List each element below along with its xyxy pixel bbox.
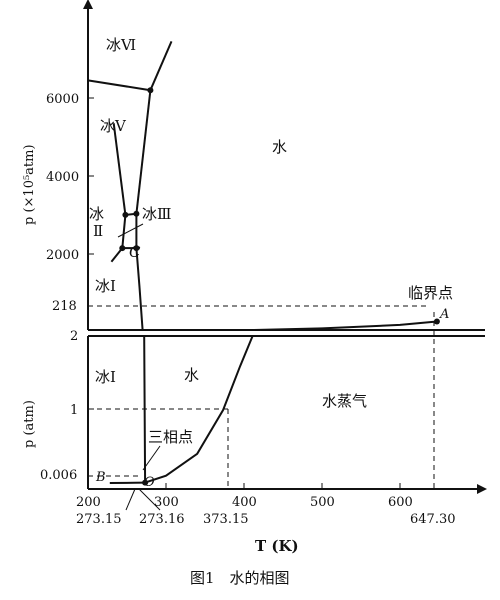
lower-y-tick-2: 2 — [70, 329, 78, 344]
lower-curve-melting — [142, 335, 147, 483]
x-axis-label: T (K) — [255, 537, 299, 555]
upper-y-tick-4000: 4000 — [46, 170, 79, 185]
upper-marker-4 — [147, 87, 154, 94]
upper-curve-ice2-ice5 — [112, 123, 127, 216]
critical-point-label: 临界点 — [408, 284, 453, 302]
lower-y-tick-0006: 0.006 — [40, 468, 77, 483]
upper-curve-ice5-water — [135, 90, 152, 214]
upper-curve-melting-ice1 — [135, 248, 144, 331]
region-ice-2-roman: Ⅱ — [93, 222, 103, 240]
x-tick-200: 200 — [76, 495, 101, 510]
lower-curve-vaporization — [144, 335, 254, 484]
x-label-273-16: 273.16 — [139, 512, 185, 527]
x-tick-400: 400 — [232, 495, 257, 510]
upper-y-ticks — [88, 97, 94, 255]
region-ice-1-lower: 冰Ⅰ — [95, 368, 116, 386]
upper-marker-1 — [133, 245, 140, 252]
leader-triple-point — [142, 445, 161, 471]
upper-curve-ice6-water — [149, 41, 173, 91]
upper-curve-ice2-ice3 — [121, 214, 127, 249]
guide-lines — [88, 305, 435, 489]
region-ice-3: 冰Ⅲ — [142, 205, 171, 223]
region-water-lower: 水 — [184, 366, 199, 384]
point-label-o: O — [144, 475, 155, 490]
x-label-373-15: 373.15 — [203, 512, 249, 527]
lower-marker-0 — [142, 479, 149, 486]
x-tick-600: 600 — [388, 495, 413, 510]
region-ice-1-upper: 冰Ⅰ — [95, 277, 116, 295]
lower-y-tick-1: 1 — [70, 403, 78, 418]
leader-273-16 — [138, 488, 161, 511]
x-label-273-15: 273.15 — [76, 512, 122, 527]
region-ice-5: 冰Ⅴ — [100, 117, 127, 135]
figure-caption: 图1 水的相图 — [190, 569, 290, 587]
leader-273-15 — [125, 488, 136, 511]
region-ice-2-top: 冰 — [89, 205, 104, 223]
point-label-c: C — [129, 243, 141, 261]
upper-marker-3 — [133, 210, 140, 217]
point-label-b: B — [95, 470, 106, 485]
upper-curve-vaporization-high — [252, 320, 437, 331]
x-tick-300: 300 — [154, 495, 179, 510]
upper-y-tick-218: 218 — [52, 299, 77, 314]
upper-y-tick-2000: 2000 — [46, 248, 79, 263]
upper-y-axis-label: p (×10⁵atm) — [22, 144, 37, 225]
x-ticks — [87, 483, 401, 489]
upper-marker-0 — [119, 245, 126, 252]
upper-marker-5 — [433, 318, 440, 325]
point-label-a: A — [439, 307, 449, 322]
lower-y-axis-label: p (atm) — [22, 400, 37, 448]
triple-point-label: 三相点 — [148, 428, 193, 446]
phase-boundary-curves — [87, 41, 437, 484]
leader-ice-3 — [117, 223, 144, 238]
x-label-647-30: 647.30 — [410, 512, 456, 527]
region-water-upper: 水 — [272, 138, 287, 156]
phase-point-markers — [119, 87, 440, 486]
upper-curve-ice5-ice6 — [87, 79, 151, 92]
x-tick-500: 500 — [310, 495, 335, 510]
upper-y-tick-6000: 6000 — [46, 92, 79, 107]
upper-marker-2 — [122, 211, 129, 218]
region-vapor: 水蒸气 — [322, 392, 367, 410]
region-ice-6: 冰Ⅵ — [106, 36, 136, 54]
